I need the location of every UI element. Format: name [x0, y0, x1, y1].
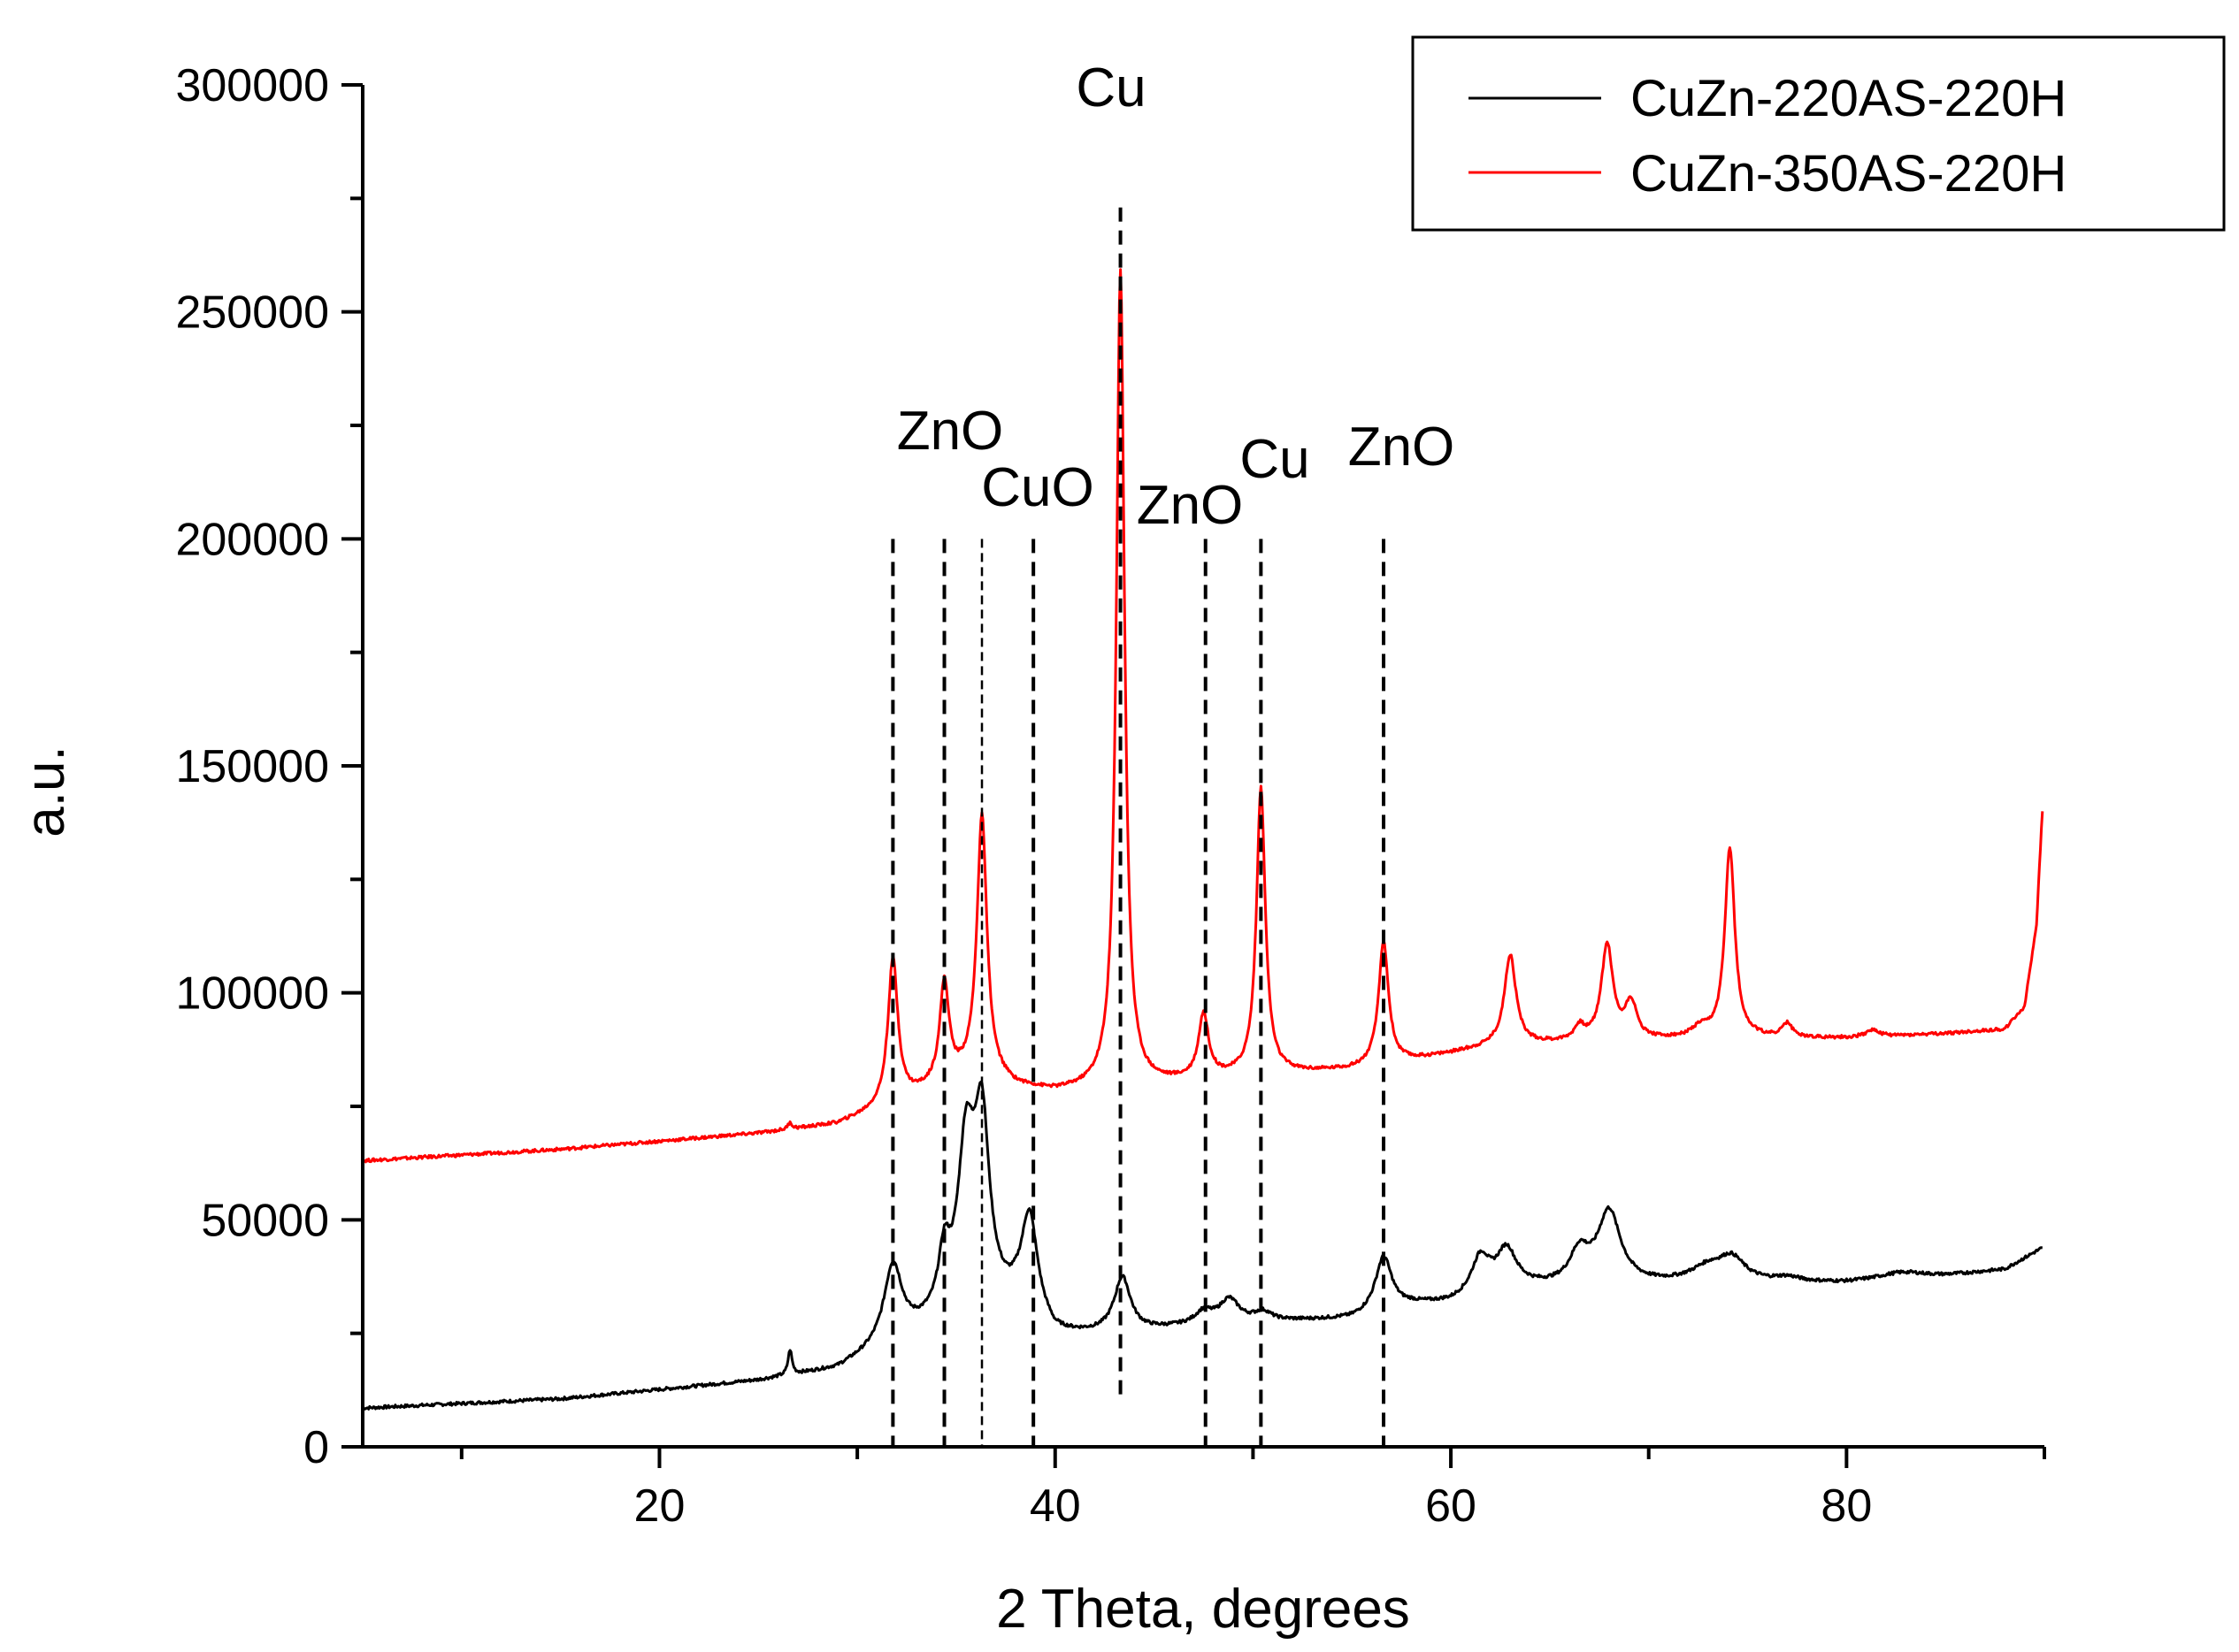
x-axis-title: 2 Theta, degrees — [996, 1579, 1410, 1640]
y-axis-title: a.u. — [15, 746, 76, 837]
legend-label-series-2: CuZn-350AS-220H — [1630, 145, 2066, 203]
y-tick-label: 300000 — [175, 60, 329, 111]
y-tick-label: 100000 — [175, 968, 329, 1020]
x-tick-label: 80 — [1821, 1480, 1872, 1532]
y-tick-label: 200000 — [175, 514, 329, 565]
axes: 20 40 60 80 0 50000 100000 150000 200000 250000 3… — [175, 60, 2046, 1532]
x-tick-label: 60 — [1425, 1480, 1476, 1532]
series-line-2 — [361, 268, 2044, 1164]
reference-lines — [891, 207, 1386, 1447]
series-layer — [361, 268, 2044, 1411]
y-tick-label: 250000 — [175, 287, 329, 339]
x-axis-ticks: 20 40 60 80 — [459, 1447, 2046, 1532]
legend-box — [1411, 35, 2226, 232]
series-line-1 — [362, 1080, 2043, 1411]
y-tick-label: 150000 — [175, 741, 329, 792]
annotation-cuo: CuO — [981, 457, 1093, 518]
peak-annotations: Cu ZnO CuO ZnO Cu ZnO — [897, 57, 1455, 536]
annotation-zno-2: ZnO — [1137, 475, 1244, 536]
annotation-zno-1: ZnO — [897, 401, 1004, 462]
y-tick-label: 50000 — [201, 1195, 329, 1246]
y-tick-label: 0 — [303, 1422, 329, 1473]
annotation-zno-3: ZnO — [1348, 417, 1455, 478]
annotation-cu-main: Cu — [1076, 57, 1146, 119]
x-tick-label: 20 — [634, 1480, 686, 1532]
legend-label-series-1: CuZn-220AS-220H — [1630, 70, 2066, 127]
legend: CuZn-220AS-220H CuZn-350AS-220H — [1411, 35, 2226, 232]
y-axis-ticks: 0 50000 100000 150000 200000 250000 300000 — [175, 60, 363, 1473]
annotation-cu-2: Cu — [1239, 429, 1309, 490]
x-tick-label: 40 — [1030, 1480, 1081, 1532]
